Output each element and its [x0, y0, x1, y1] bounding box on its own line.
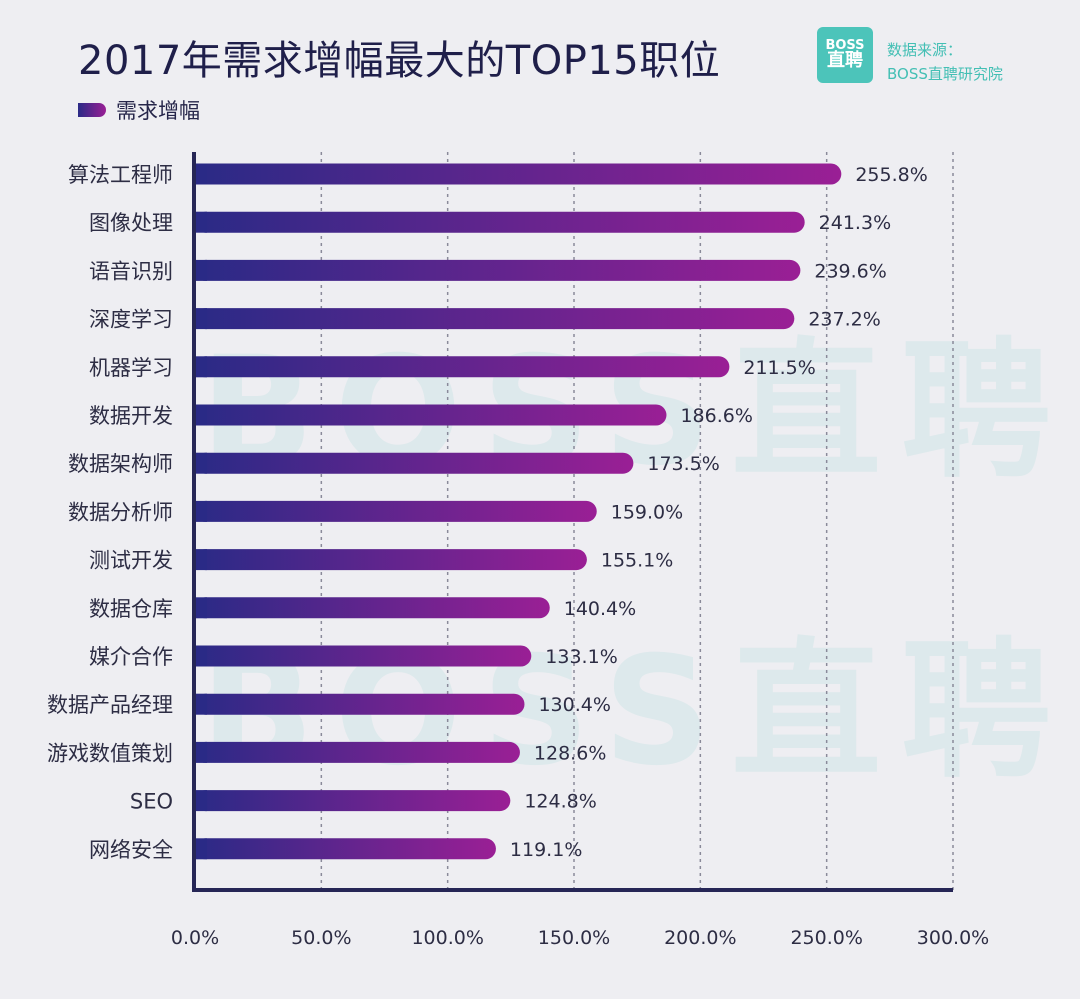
value-label: 239.6% — [814, 260, 886, 282]
source-line-1: 数据来源： — [887, 41, 963, 59]
x-tick-label: 300.0% — [917, 927, 989, 949]
bar — [195, 597, 550, 619]
value-label: 241.3% — [819, 212, 891, 234]
value-label: 186.6% — [680, 405, 752, 427]
value-label: 155.1% — [601, 550, 673, 572]
bar-base — [195, 163, 207, 185]
page-title: 2017年需求增幅最大的TOP15职位 — [78, 38, 721, 84]
legend: 需求增幅 — [78, 95, 200, 125]
value-label: 255.8% — [855, 164, 927, 186]
category-label: 媒介合作 — [89, 645, 173, 669]
bar-base — [195, 500, 207, 522]
bar — [195, 549, 587, 571]
bar-base — [195, 452, 207, 474]
value-label: 159.0% — [611, 501, 683, 523]
value-label: 124.8% — [524, 791, 596, 813]
category-label: 数据开发 — [89, 404, 173, 428]
bar-base — [195, 356, 207, 378]
category-label: 测试开发 — [89, 549, 173, 573]
bar-base — [195, 597, 207, 619]
bar — [195, 838, 496, 860]
bar-base — [195, 645, 207, 667]
logo-bottom-text: 直聘 — [827, 50, 863, 72]
category-label: 图像处理 — [89, 211, 173, 235]
bar — [195, 452, 634, 474]
category-label: 语音识别 — [89, 259, 173, 283]
category-label: 算法工程师 — [68, 163, 173, 187]
bar-base — [195, 838, 207, 860]
category-label: 数据分析师 — [68, 500, 173, 524]
legend-label: 需求增幅 — [116, 99, 200, 123]
bar-base — [195, 741, 207, 763]
source-line-2: BOSS直聘研究院 — [887, 65, 1003, 83]
value-label: 211.5% — [743, 357, 815, 379]
bar — [195, 404, 667, 426]
bar — [195, 259, 801, 281]
bar-base — [195, 404, 207, 426]
category-label: 数据架构师 — [68, 452, 173, 476]
value-label: 133.1% — [545, 646, 617, 668]
bar-base — [195, 693, 207, 715]
value-label: 130.4% — [538, 694, 610, 716]
bar — [195, 693, 525, 715]
category-label: 游戏数值策划 — [47, 741, 173, 765]
category-label: 机器学习 — [89, 356, 173, 380]
bar — [195, 790, 511, 812]
x-tick-label: 100.0% — [411, 927, 483, 949]
category-label: 深度学习 — [89, 308, 173, 332]
bar — [195, 645, 532, 667]
bar — [195, 356, 730, 378]
value-label: 119.1% — [510, 839, 582, 861]
bar-base — [195, 549, 207, 571]
value-label: 140.4% — [564, 598, 636, 620]
data-source: 数据来源： BOSS直聘研究院 — [887, 38, 1003, 86]
x-tick-label: 150.0% — [538, 927, 610, 949]
bar — [195, 163, 842, 185]
x-tick-label: 200.0% — [664, 927, 736, 949]
legend-swatch — [78, 103, 106, 117]
value-label: 128.6% — [534, 742, 606, 764]
category-label: 数据产品经理 — [47, 693, 173, 717]
bar — [195, 741, 520, 763]
bar-base — [195, 308, 207, 330]
label-layer: 0.0% 50.0% 100.0% 150.0% 200.0% 250.0% 300.0% 算… — [47, 163, 989, 949]
value-label: 173.5% — [647, 453, 719, 475]
bar-base — [195, 259, 207, 281]
bar-base — [195, 790, 207, 812]
value-label: 237.2% — [808, 309, 880, 331]
logo-top-text: BOSS — [825, 37, 865, 53]
category-label: 数据仓库 — [89, 597, 173, 621]
axis-layer — [192, 152, 953, 892]
bar-layer — [195, 163, 842, 860]
category-label: 网络安全 — [89, 838, 173, 862]
category-label: SEO — [130, 790, 173, 814]
x-tick-label: 0.0% — [171, 927, 219, 949]
bar — [195, 308, 795, 330]
x-tick-label: 50.0% — [291, 927, 351, 949]
x-tick-label: 250.0% — [790, 927, 862, 949]
bar — [195, 211, 805, 233]
bar-base — [195, 211, 207, 233]
boss-logo: BOSS 直聘 — [817, 27, 873, 83]
bar — [195, 500, 597, 522]
